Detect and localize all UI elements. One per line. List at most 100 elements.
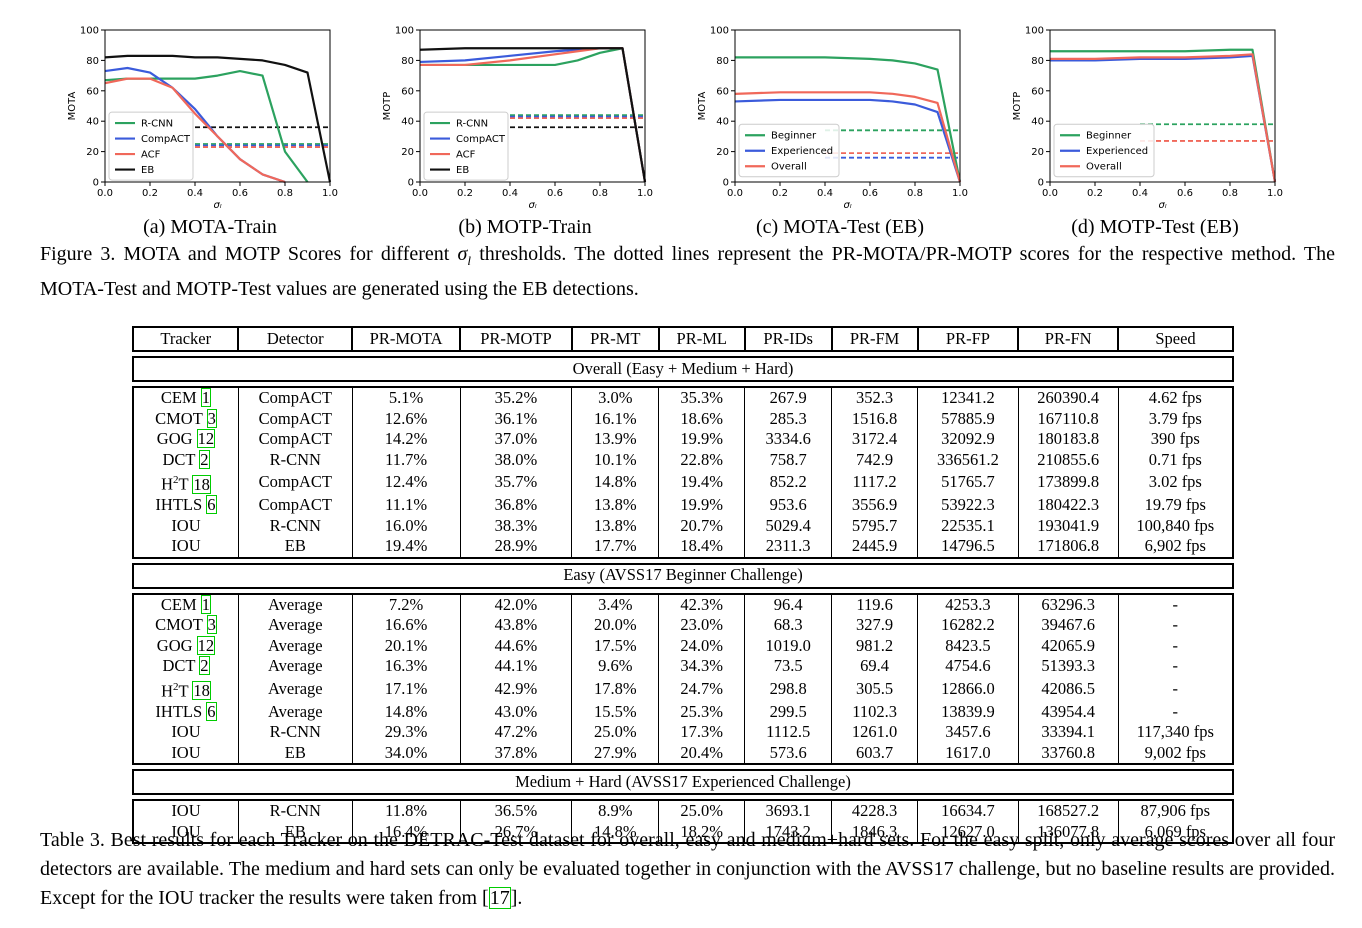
table-cell: 3457.6 [917,722,1019,743]
citation-link[interactable]: 2 [199,449,210,469]
table-cell: 33760.8 [1017,742,1119,765]
table-row: IOU EB 16.4% 26.7% 14.8% 18.2% 1743.2 1846.3 126… [131,821,1234,844]
table-cell: 285.3 [744,408,833,429]
citation-link[interactable]: 18 [192,681,211,700]
tracker-cell: CEM 1 [131,592,239,615]
column-header: Speed [1117,326,1234,352]
table-cell: 43.8% [459,615,573,636]
sigma-symbol: σ [457,243,468,265]
legend-label: Experienced [1086,146,1148,157]
citation-link[interactable]: 18 [192,474,211,494]
table-cell: 73.5 [744,656,833,677]
table-cell: 327.9 [831,615,919,636]
axes-frame [104,29,331,183]
citation-link[interactable]: 1 [200,388,212,407]
table-cell: 16634.7 [917,799,1019,822]
table-cell: 16.3% [351,656,461,677]
tracker-name: IOU [171,801,201,820]
y-tick-label: 40 [716,117,729,128]
table-row: H2T 18 CompACT 12.4% 35.7% 14.8% 19.4% 852.2 11… [131,470,1234,495]
table-cell: 852.2 [744,470,833,495]
table-cell: 18.6% [658,408,746,429]
table-cell: 193041.9 [1017,515,1119,536]
citation-link[interactable]: 6 [206,701,217,721]
legend-label: ACF [456,150,476,161]
y-tick-label: 0 [93,178,99,189]
tracker-name: IOU [171,722,201,741]
column-header: PR-FN [1017,326,1120,352]
table-cell: 44.1% [459,656,573,677]
table-row: IOU EB 19.4% 28.9% 17.7% 18.4% 2311.3 2445.9 147… [131,536,1234,559]
table-cell: - [1117,635,1234,656]
table-cell: 2445.9 [831,536,919,559]
citation-link[interactable]: 3 [206,408,217,428]
citation-link[interactable]: 12 [196,429,216,448]
table-cell: 24.7% [658,676,746,702]
tracker-name: H [161,681,173,700]
table-cell: 1516.8 [831,408,919,429]
table-cell: 24.0% [658,635,746,656]
tracker-cell: CEM 1 [131,386,239,409]
chart-mota-test: 0 20 40 60 80 100 0.0 0.2 0.4 0.6 0.8 1.0 MOTA σₗ Begi… [697,26,968,212]
y-tick-label: 100 [395,26,414,37]
table-cell: 25.0% [658,799,746,822]
y-tick-label: 100 [710,26,729,37]
table-cell: 1102.3 [831,701,919,722]
table-cell: 742.9 [831,449,919,470]
table-caption-text: Table 3. Best results for each Tracker o… [40,829,1335,909]
tracker-name: CMOT [155,408,203,428]
tracker-name-sup: 2 [172,474,179,486]
subcaption-a: (a) MOTA-Train [143,216,277,238]
table-cell: 27.9% [571,742,660,765]
table-cell: 20.7% [658,515,746,536]
table-cell: EB [237,742,353,765]
table-cell: Average [237,635,353,656]
table-cell: 260390.4 [1017,386,1119,409]
table-cell: 69.4 [831,656,919,677]
table-cell: 953.6 [744,495,833,516]
legend-box [738,123,840,178]
y-tick-label: 20 [1031,147,1044,158]
citation-link[interactable]: 2 [199,656,210,675]
citation-link[interactable]: 17 [488,887,511,909]
y-axis-label: MOTA [697,92,708,121]
table-cell: 13.9% [571,429,660,450]
section-title: Overall (Easy + Medium + Hard) [132,356,1234,382]
tracker-cell: IOU [131,515,239,536]
plot-mota-test: 0 20 40 60 80 100 0.0 0.2 0.4 0.6 0.8 1.0 MOTA σₗ Begi… [690,0,980,215]
table-cell: 758.7 [744,449,833,470]
citation-link[interactable]: 1 [200,594,212,614]
table-cell: 15.5% [571,701,660,722]
table-caption: Table 3. Best results for each Tracker o… [40,826,1335,913]
x-tick-label: 1.0 [1267,188,1283,199]
tracker-cell: IOU [131,799,239,822]
table-cell: 3.02 fps [1117,470,1234,495]
table-cell: 17.7% [571,536,660,559]
table-cell: 68.3 [744,615,833,636]
table-cell: 11.7% [351,449,461,470]
citation-link[interactable]: 12 [196,635,216,655]
table-cell: 43.0% [459,701,573,722]
citation-link[interactable]: 6 [206,495,217,514]
y-tick-label: 100 [80,26,99,37]
table-cell: 35.2% [459,386,573,409]
series-line-overall [734,91,962,183]
tracker-cell: IOU [131,821,239,844]
y-axis-label: MOTA [67,92,78,121]
table-cell: 14.8% [571,470,660,495]
table-cell: 32092.9 [917,429,1019,450]
tracker-cell: DCT 2 [131,656,239,677]
table-cell: - [1117,701,1234,722]
x-tick-label: 0.0 [727,188,743,199]
table-cell: 3334.6 [744,429,833,450]
citation-link[interactable]: 3 [206,615,217,634]
tracker-name: H [161,474,173,494]
table-cell: 267.9 [744,386,833,409]
x-tick-label: 0.8 [277,188,293,199]
table-cell: 36.5% [459,799,573,822]
tracker-name: IHTLS [155,701,203,721]
legend-box [423,111,509,181]
table-cell: 36.8% [459,495,573,516]
x-tick-label: 0.8 [592,188,608,199]
table-cell: 16.1% [571,408,660,429]
